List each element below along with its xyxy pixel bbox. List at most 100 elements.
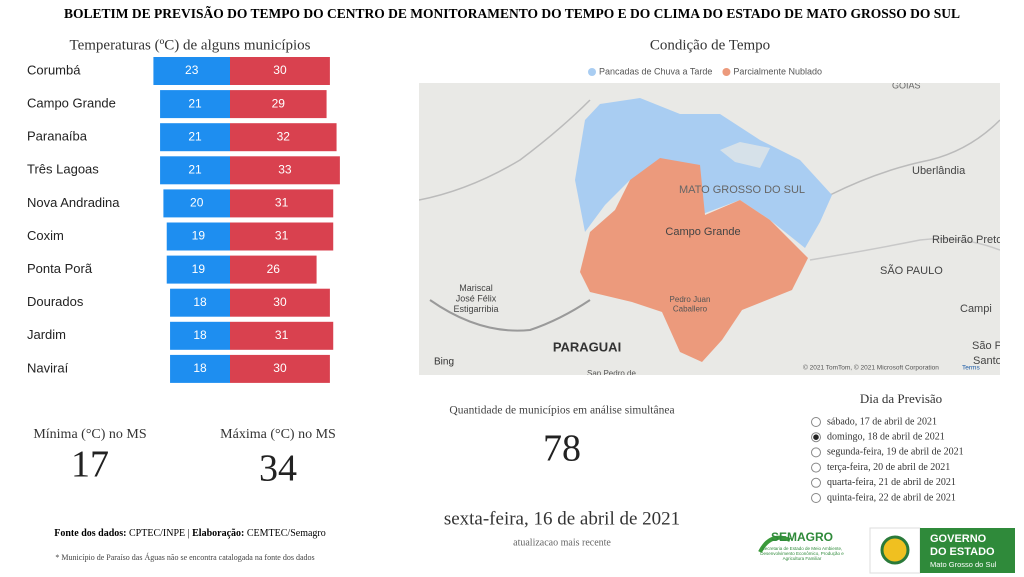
bar bbox=[160, 156, 230, 185]
bar bbox=[230, 57, 330, 85]
place-label: São Pa bbox=[972, 340, 1009, 352]
bar-label: 20 bbox=[190, 196, 204, 210]
semagro-sub: Secretaria de Estado de Meio Ambiente, D… bbox=[760, 546, 844, 561]
radio[interactable] bbox=[811, 462, 821, 473]
chart-title: Temperaturas (ºC) de alguns municípios bbox=[69, 37, 310, 53]
radio-label[interactable]: quinta-feira, 22 de abril de 2021 bbox=[827, 492, 956, 503]
border bbox=[419, 99, 591, 201]
semagro-name: SEMAGRO bbox=[771, 530, 833, 544]
footer-part: CPTEC/INPE bbox=[129, 528, 185, 539]
bar-label: 29 bbox=[272, 96, 286, 110]
region-gap bbox=[720, 142, 770, 168]
radio-label[interactable]: domingo, 18 de abril de 2021 bbox=[827, 431, 945, 442]
bar bbox=[166, 255, 230, 284]
place-label: PARAGUAI bbox=[553, 339, 621, 354]
bar bbox=[230, 255, 317, 284]
map-terms[interactable]: Terms bbox=[962, 365, 980, 372]
date-note: atualizacao mais recente bbox=[513, 537, 611, 548]
bar bbox=[160, 90, 230, 119]
bar-label: 30 bbox=[273, 63, 287, 77]
radio[interactable] bbox=[811, 447, 821, 458]
semagro-sub-box: Secretaria de Estado de Meio Ambiente, D… bbox=[760, 546, 844, 561]
footer-part: | bbox=[188, 528, 190, 539]
radio-label[interactable]: sábado, 17 de abril de 2021 bbox=[827, 416, 937, 427]
bar bbox=[230, 123, 337, 152]
semagro-logo: SEMAGRO Secretaria de Estado de Meio Amb… bbox=[758, 530, 844, 561]
bar bbox=[166, 222, 230, 251]
place-label: Ribeirão Preto bbox=[932, 234, 1002, 246]
bar-label: 21 bbox=[188, 129, 202, 143]
bar bbox=[160, 123, 230, 152]
footer-part: Fonte dos dados: bbox=[54, 528, 126, 539]
category-label: Dourados bbox=[27, 294, 84, 309]
bar-label: 30 bbox=[273, 361, 287, 375]
date: sexta-feira, 16 de abril de 2021 bbox=[444, 508, 680, 529]
map-legend: Pancadas de Chuva a Tarde Parcialmente Nu… bbox=[588, 66, 822, 76]
bar-label: 19 bbox=[192, 262, 206, 276]
bar-label: 32 bbox=[277, 129, 291, 143]
bar-label: 31 bbox=[275, 196, 289, 210]
category-label: Três Lagoas bbox=[27, 162, 99, 177]
radio[interactable] bbox=[811, 493, 821, 503]
radio-label[interactable]: segunda-feira, 19 de abril de 2021 bbox=[827, 447, 964, 458]
border bbox=[809, 238, 1000, 261]
forecast-options: sábado, 17 de abril de 2021 domingo, 18 d… bbox=[811, 416, 964, 503]
region-rain bbox=[575, 98, 832, 248]
bar bbox=[230, 156, 340, 185]
place-label: SÃO PAULO bbox=[880, 264, 943, 277]
bar-label: 18 bbox=[193, 295, 207, 309]
place-label: Campo Grande bbox=[665, 226, 740, 238]
place-label: GOIÁS bbox=[892, 80, 921, 90]
category-label: Campo Grande bbox=[27, 96, 116, 111]
bar bbox=[163, 189, 230, 218]
footer-part: CEMTEC/Semagro bbox=[247, 528, 326, 539]
legend-swatch bbox=[722, 68, 731, 76]
category-label: Ponta Porã bbox=[27, 261, 93, 276]
bar bbox=[230, 321, 334, 350]
bar bbox=[230, 90, 327, 119]
max-label: Máxima (°C) no MS bbox=[220, 427, 336, 442]
region-cloudy bbox=[580, 158, 808, 362]
radio-label[interactable]: quarta-feira, 21 de abril de 2021 bbox=[827, 477, 956, 488]
legend-label: Pancadas de Chuva a Tarde bbox=[599, 66, 712, 76]
bar-label: 21 bbox=[188, 96, 202, 110]
footer-part: Elaboração: bbox=[192, 528, 244, 539]
crest bbox=[880, 535, 910, 565]
forecast-title: Dia da Previsão bbox=[860, 391, 942, 406]
page-title: BOLETIM DE PREVISÃO DO TEMPO DO CENTRO D… bbox=[64, 6, 960, 21]
bar-label: 23 bbox=[185, 63, 199, 77]
category-label: Nova Andradina bbox=[27, 195, 120, 210]
bar bbox=[170, 288, 230, 317]
gov-text: Mato Grosso do Sul bbox=[930, 560, 997, 569]
count-label: Quantidade de municípios em análise simu… bbox=[449, 405, 674, 417]
radio-label[interactable]: terça-feira, 20 de abril de 2021 bbox=[827, 462, 950, 473]
min-value: 17 bbox=[71, 444, 109, 486]
footer-source: Fonte dos dados: CPTEC/INPE | Elaboração… bbox=[54, 528, 326, 539]
place-label: San Pedro de bbox=[587, 369, 636, 378]
radio-dot bbox=[813, 434, 819, 441]
gov-text: GOVERNO bbox=[930, 533, 987, 545]
max-value: 34 bbox=[259, 448, 297, 490]
category-label: Coxim bbox=[27, 228, 64, 243]
category-label: Naviraí bbox=[27, 360, 69, 375]
bar-label: 18 bbox=[193, 361, 207, 375]
count-value: 78 bbox=[543, 428, 581, 470]
gov-logo: GOVERNO DO ESTADO Mato Grosso do Sul bbox=[869, 527, 1015, 574]
bar-label: 33 bbox=[278, 162, 292, 176]
place-label: Santo bbox=[973, 355, 1002, 367]
bar bbox=[230, 288, 330, 317]
border bbox=[829, 119, 1000, 196]
radio[interactable] bbox=[811, 417, 821, 427]
bar-label: 31 bbox=[275, 229, 289, 243]
place-label: Pedro Juan Caballero bbox=[670, 295, 711, 313]
bar-label: 19 bbox=[192, 229, 206, 243]
map-title: Condição de Tempo bbox=[650, 37, 770, 53]
border bbox=[429, 299, 591, 332]
radio[interactable] bbox=[811, 477, 821, 488]
map-attribution: © 2021 TomTom, © 2021 Microsoft Corporat… bbox=[803, 364, 939, 372]
category-label: Jardim bbox=[27, 327, 66, 342]
category-label: Paranaíba bbox=[27, 129, 88, 144]
legend-swatch bbox=[588, 68, 596, 76]
map[interactable]: GOIÁS MATO GROSSO DO SUL Uberlândia Camp… bbox=[419, 80, 1009, 378]
